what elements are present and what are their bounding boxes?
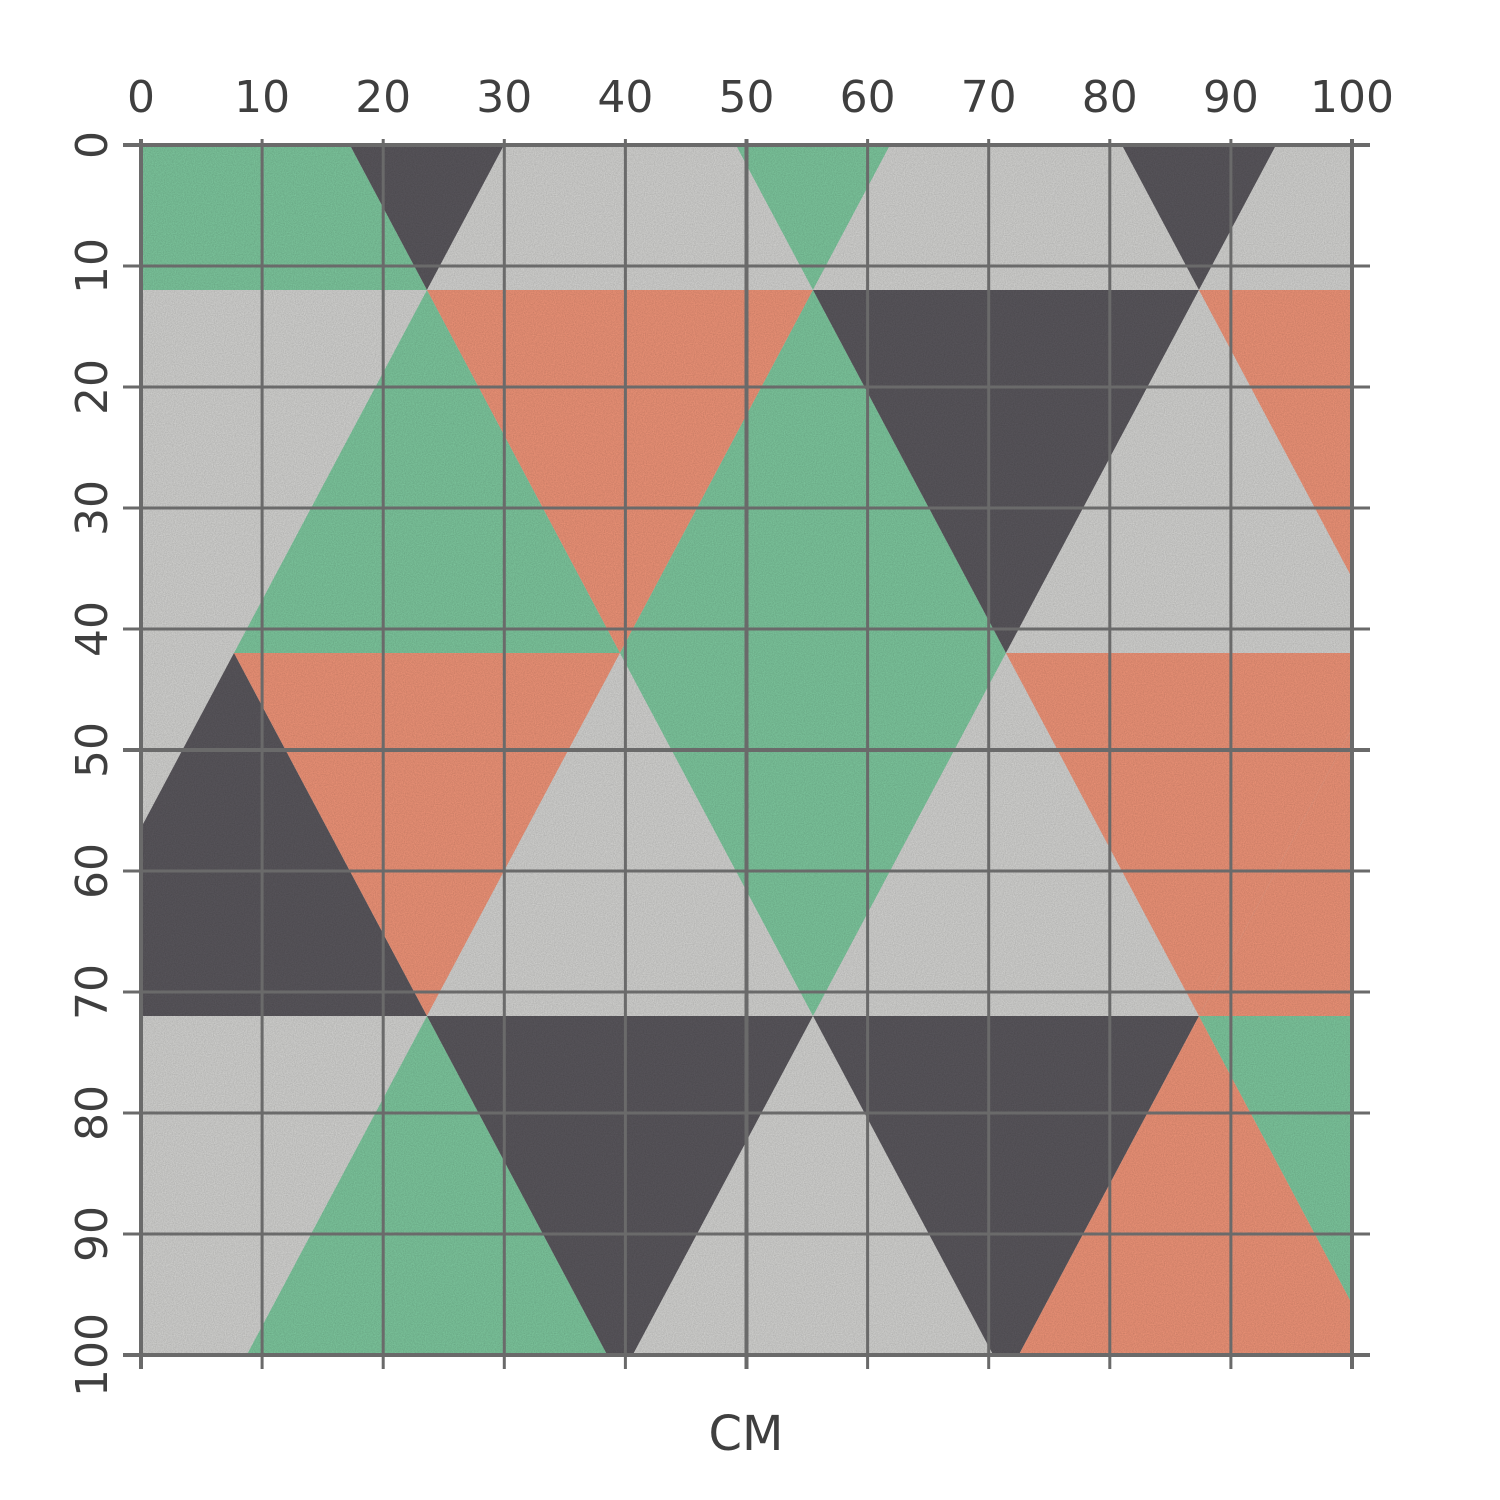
x-axis-tick-labels: 0 10 20 30 40 50 60 70 80 90 100 — [127, 72, 1394, 123]
measurement-grid — [123, 139, 1370, 1369]
y-axis-tick-labels: 0 10 20 30 40 50 60 70 80 90 100 — [67, 131, 118, 1397]
y-tick-label: 70 — [67, 964, 118, 1020]
x-tick-label: 90 — [1203, 72, 1259, 123]
triangle-pattern-panel — [141, 0, 1500, 1379]
x-tick-label: 70 — [961, 72, 1017, 123]
y-tick-label: 60 — [67, 843, 118, 899]
y-tick-label: 20 — [67, 359, 118, 415]
x-tick-label: 10 — [234, 72, 290, 123]
y-tick-label: 0 — [67, 131, 118, 159]
x-tick-label: 60 — [840, 72, 896, 123]
y-tick-label: 50 — [67, 722, 118, 778]
triangle-tile-green — [1392, 1016, 1500, 1379]
x-tick-label: 40 — [597, 72, 653, 123]
y-tick-label: 90 — [67, 1206, 118, 1262]
x-tick-label: 20 — [355, 72, 411, 123]
triangle-tile-charcoal — [1392, 0, 1500, 290]
triangle-tile-concrete — [1392, 653, 1500, 1016]
y-tick-label: 10 — [67, 238, 118, 294]
x-tick-label: 50 — [719, 72, 775, 123]
x-tick-label: 80 — [1082, 72, 1138, 123]
x-tick-label: 100 — [1310, 72, 1394, 123]
x-tick-label: 0 — [127, 72, 155, 123]
y-tick-label: 30 — [67, 480, 118, 536]
unit-label: CM — [709, 1406, 784, 1462]
y-tick-label: 80 — [67, 1085, 118, 1141]
y-tick-label: 100 — [67, 1313, 118, 1397]
x-tick-label: 30 — [476, 72, 532, 123]
triangle-tile-orange — [1392, 290, 1500, 653]
y-tick-label: 40 — [67, 601, 118, 657]
